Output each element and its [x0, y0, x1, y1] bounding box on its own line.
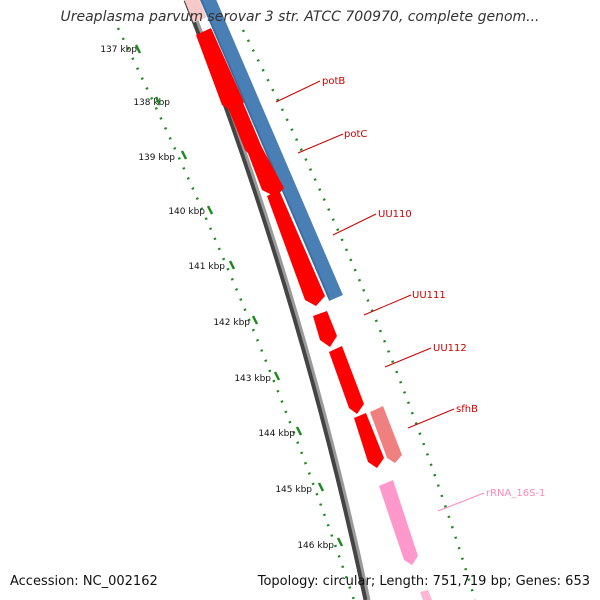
cds-arrow[interactable] — [267, 190, 325, 306]
pseudo-arrow[interactable] — [370, 406, 402, 463]
gene-label-uu110[interactable]: UU110 — [378, 209, 412, 220]
kbp-tick-label: 146 kbp — [297, 541, 334, 551]
bottom-pink-segment — [420, 590, 432, 600]
gene-leader-lines — [275, 80, 485, 512]
gene-label-sfhb[interactable]: sfhB — [456, 404, 478, 415]
kbp-tick-label: 144 kbp — [258, 429, 295, 439]
kbp-tick-label: 142 kbp — [213, 318, 250, 328]
blue-feature-band-edge — [200, 0, 330, 299]
kbp-tick-mark — [134, 44, 142, 54]
rrna-arrow[interactable] — [379, 480, 418, 565]
kbp-ticks: 137 kbp 138 kbp 139 kbp 140 kbp 141 kbp 142 k… — [100, 44, 344, 551]
gene-label-uu112[interactable]: UU112 — [433, 343, 467, 354]
kbp-tick-mark — [206, 205, 214, 215]
kbp-tick-label: 139 kbp — [138, 153, 175, 163]
cds-arrow[interactable] — [246, 142, 284, 197]
kbp-tick-mark — [336, 537, 344, 547]
kbp-tick-mark — [273, 371, 281, 381]
backbone-strand-shadow — [183, 0, 369, 600]
top-pink-segment — [184, 0, 207, 23]
backbone-strand — [187, 0, 371, 600]
cds-features — [196, 28, 432, 600]
kbp-tick-mark — [317, 482, 325, 492]
kbp-tick-mark — [154, 96, 162, 106]
kbp-tick-mark — [180, 150, 188, 160]
cds-arrow[interactable] — [354, 413, 384, 468]
cds-arrow[interactable] — [222, 86, 263, 162]
cds-arrow[interactable] — [313, 311, 337, 347]
kbp-tick-label: 140 kbp — [168, 207, 205, 217]
kbp-tick-label: 143 kbp — [234, 374, 271, 384]
cds-arrow[interactable] — [329, 346, 364, 414]
gene-label-uu111[interactable]: UU111 — [412, 290, 446, 301]
accession-label: Accession: NC_002162 — [10, 574, 158, 589]
gene-label-rrna_16s-1[interactable]: rRNA_16S-1 — [486, 488, 545, 499]
kbp-tick-mark — [228, 260, 236, 270]
outer-ruler-dotted — [241, 29, 477, 600]
map-title: Ureaplasma parvum serovar 3 str. ATCC 70… — [60, 9, 540, 25]
kbp-tick-label: 137 kbp — [100, 45, 137, 55]
gene-label-potc[interactable]: potC — [344, 129, 367, 140]
kbp-tick-mark — [251, 315, 259, 325]
kbp-tick-label: 138 kbp — [133, 98, 170, 108]
genome-summary-label: Topology: circular; Length: 751,719 bp; … — [257, 574, 590, 589]
blue-feature-band — [199, 0, 343, 301]
gene-labels: potB potC UU110 UU111 UU112 sfhB rRNA_16S-1 — [322, 76, 545, 499]
kbp-tick-label: 145 kbp — [275, 485, 312, 495]
gene-label-potb[interactable]: potB — [322, 76, 345, 87]
kbp-tick-label: 141 kbp — [188, 262, 225, 272]
kbp-tick-mark — [295, 426, 303, 436]
